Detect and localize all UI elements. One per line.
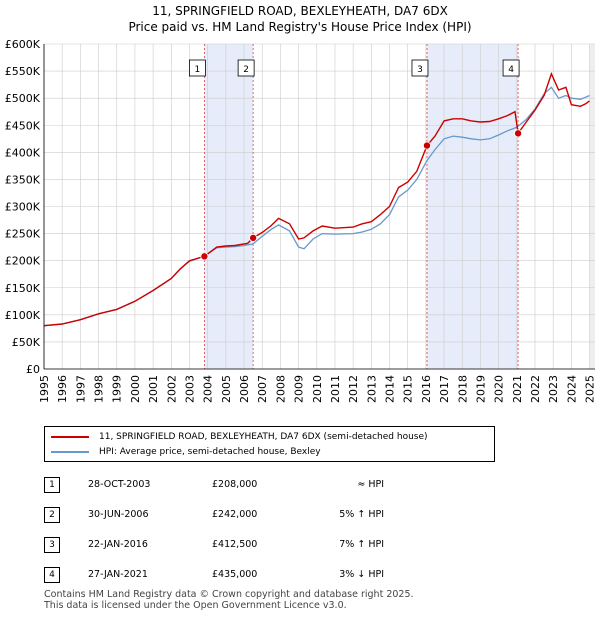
sale-hpi-comparison: 5% ↑ HPI	[339, 509, 384, 520]
x-tick-label: 2019	[474, 375, 487, 403]
x-tick-label: 2008	[274, 375, 287, 403]
sale-date: 28-OCT-2003	[88, 479, 151, 490]
series-line-property	[43, 71, 590, 327]
y-tick-label: £450K	[5, 119, 41, 132]
sale-label-box	[411, 59, 429, 77]
sale-label: 3	[417, 65, 423, 75]
sale-point	[422, 141, 431, 150]
x-tick-label: 2003	[183, 375, 196, 403]
sale-price: £242,000	[212, 509, 258, 520]
legend: 11, SPRINGFIELD ROAD, BEXLEYHEATH, DA7 6…	[44, 426, 495, 462]
x-tick-label: 2021	[511, 375, 524, 403]
x-tick-label: 2006	[238, 375, 251, 403]
sale-hpi-comparison: 7% ↑ HPI	[339, 539, 384, 550]
x-tick-label: 2002	[165, 375, 178, 403]
x-tick-label: 2012	[347, 375, 360, 403]
y-tick-label: £550K	[5, 65, 41, 78]
x-tick-label: 2018	[456, 375, 469, 403]
sale-label: 2	[243, 65, 249, 75]
chart-title-line2: Price paid vs. HM Land Registry's House …	[128, 20, 472, 34]
sale-row: 4 27-JAN-2021 £435,000 3% ↓ HPI	[44, 567, 444, 585]
sale-row: 2 30-JUN-2006 £242,000 5% ↑ HPI	[44, 507, 444, 525]
x-tick-label: 2005	[220, 375, 233, 403]
x-tick-label: 1998	[93, 375, 106, 403]
y-tick-label: £50K	[12, 336, 41, 349]
x-tick-label: 1999	[111, 375, 124, 403]
sale-number-badge: 3	[44, 537, 60, 553]
sale-number-badge: 1	[44, 477, 60, 493]
y-tick-label: £350K	[5, 173, 41, 186]
y-tick-label: £100K	[5, 309, 41, 322]
sale-hpi-comparison: ≈ HPI	[357, 479, 384, 490]
legend-label-property: 11, SPRINGFIELD ROAD, BEXLEYHEATH, DA7 6…	[99, 432, 428, 442]
x-tick-label: 2011	[329, 375, 342, 403]
legend-label-hpi: HPI: Average price, semi-detached house,…	[99, 447, 321, 457]
x-tick-label: 2023	[547, 375, 560, 403]
y-tick-label: £200K	[5, 255, 41, 268]
x-tick-label: 2014	[384, 375, 397, 403]
y-tick-label: £400K	[5, 146, 41, 159]
sale-label-box	[237, 59, 255, 77]
sale-hpi-comparison: 3% ↓ HPI	[339, 569, 384, 580]
sale-date: 30-JUN-2006	[88, 509, 149, 520]
x-tick-label: 2007	[256, 375, 269, 403]
legend-swatch-property	[51, 436, 89, 438]
x-tick-label: 2020	[493, 375, 506, 403]
footer-attribution: Contains HM Land Registry data © Crown c…	[44, 589, 414, 611]
x-tick-label: 1996	[56, 375, 69, 403]
y-tick-label: £500K	[5, 92, 41, 105]
footer-line-licence: This data is licensed under the Open Gov…	[44, 600, 347, 611]
sale-price: £208,000	[212, 479, 258, 490]
sale-date: 27-JAN-2021	[88, 569, 148, 580]
sale-row: 1 28-OCT-2003 £208,000 ≈ HPI	[44, 477, 444, 495]
sale-label: 1	[195, 65, 201, 75]
x-tick-label: 2017	[438, 375, 451, 403]
sale-row: 3 22-JAN-2016 £412,500 7% ↑ HPI	[44, 537, 444, 555]
sale-number-badge: 4	[44, 567, 60, 583]
x-tick-label: 2015	[402, 375, 415, 403]
x-tick-label: 1997	[74, 375, 87, 403]
sale-label: 4	[508, 65, 514, 75]
y-tick-label: £0	[26, 363, 40, 376]
sale-point	[514, 129, 523, 138]
price-chart: 1 2 3 4 £0 £50K £100K £150K £200K £250K £300K £350K…	[5, 38, 597, 403]
x-tick-label: 2004	[202, 375, 215, 403]
x-tick-label: 2009	[293, 375, 306, 403]
y-tick-label: £250K	[5, 228, 41, 241]
y-tick-label: £300K	[5, 201, 41, 214]
x-tick-label: 2013	[365, 375, 378, 403]
sale-price: £435,000	[212, 569, 258, 580]
sale-number-badge: 2	[44, 507, 60, 523]
x-tick-label: 2000	[129, 375, 142, 403]
chart-title-line1: 11, SPRINGFIELD ROAD, BEXLEYHEATH, DA7 6…	[152, 4, 448, 18]
legend-swatch-hpi	[51, 451, 89, 453]
footer-line-copyright: Contains HM Land Registry data © Crown c…	[44, 589, 414, 600]
x-tick-label: 1995	[38, 375, 51, 403]
sale-label-box	[188, 59, 206, 77]
sale-date: 22-JAN-2016	[88, 539, 148, 550]
x-tick-label: 2022	[529, 375, 542, 403]
x-tick-label: 2024	[565, 375, 578, 403]
y-tick-label: £150K	[5, 282, 41, 295]
sale-point	[200, 252, 209, 261]
x-tick-label: 2010	[311, 375, 324, 403]
y-tick-label: £600K	[5, 38, 41, 51]
sale-label-box	[502, 59, 520, 77]
x-tick-label: 2016	[420, 375, 433, 403]
sale-price: £412,500	[212, 539, 258, 550]
x-tick-label: 2001	[147, 375, 160, 403]
sale-point	[249, 233, 258, 242]
x-tick-label: 2025	[584, 375, 597, 403]
